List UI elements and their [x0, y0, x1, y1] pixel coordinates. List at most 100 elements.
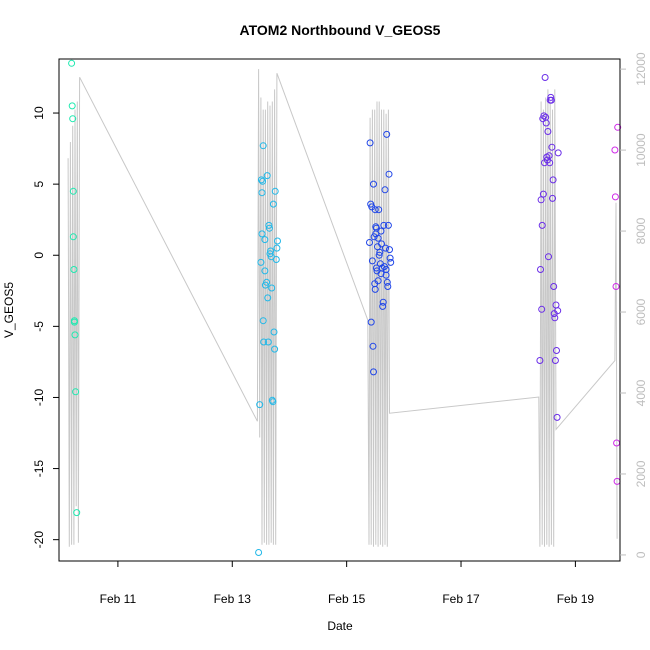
x-tick-label: Feb 11 — [100, 592, 137, 606]
data-point — [70, 318, 78, 326]
data-point — [374, 234, 382, 242]
data-point — [384, 283, 392, 290]
data-point — [263, 278, 271, 286]
data-point — [383, 130, 391, 138]
data-point — [537, 266, 544, 273]
data-point — [269, 398, 277, 406]
data-point — [550, 283, 558, 290]
y2-tick-label: 0 — [634, 551, 648, 558]
data-point — [546, 159, 554, 167]
data-point — [380, 221, 388, 229]
data-point — [553, 347, 560, 354]
data-point — [272, 256, 280, 263]
y-tick-label: -15 — [32, 460, 46, 478]
data-point — [375, 206, 383, 214]
data-point — [544, 128, 552, 135]
data-point — [259, 317, 267, 325]
series-1 — [68, 59, 81, 517]
x-axis: Feb 11 Feb 13 Feb 15 Feb 17 Feb 19 — [100, 561, 595, 606]
data-point — [547, 93, 555, 101]
data-point — [551, 357, 559, 364]
x-axis-label: Date — [327, 619, 353, 633]
data-point — [258, 230, 266, 238]
data-point — [541, 74, 549, 81]
data-point — [258, 189, 266, 197]
data-point — [612, 283, 620, 290]
data-point — [549, 176, 557, 184]
series-3 — [366, 130, 395, 376]
x-tick-label: Feb 19 — [557, 592, 595, 606]
data-point — [383, 278, 391, 286]
data-point — [387, 258, 395, 266]
y2-tick-label: 8000 — [634, 217, 648, 244]
data-point — [270, 328, 278, 336]
data-point — [553, 413, 561, 421]
data-point — [257, 258, 265, 266]
data-point — [385, 170, 393, 178]
data-point — [611, 193, 619, 201]
data-point — [375, 251, 383, 259]
data-point — [549, 194, 556, 202]
data-point — [367, 318, 375, 326]
data-point — [73, 509, 81, 517]
data-point — [386, 246, 393, 254]
data-point — [271, 187, 279, 195]
x-tick-label: Feb 17 — [442, 592, 480, 606]
series-5 — [611, 123, 622, 485]
y-tick-label: 5 — [32, 180, 46, 187]
data-point — [256, 401, 264, 409]
y-tick-label: -5 — [32, 321, 46, 332]
data-point — [264, 294, 272, 302]
y2-tick-label: 6000 — [634, 298, 648, 325]
y-tick-label: -10 — [32, 388, 46, 406]
y-tick-label: 10 — [32, 106, 46, 120]
data-point — [259, 177, 267, 185]
data-point — [379, 298, 387, 306]
series-2 — [255, 142, 281, 556]
data-point — [265, 224, 273, 232]
chart-title: ATOM2 Northbound V_GEOS5 — [240, 22, 441, 38]
data-point — [265, 221, 273, 229]
data-point — [70, 266, 78, 273]
data-point — [255, 549, 263, 556]
data-point — [384, 221, 392, 229]
data-point — [264, 338, 272, 346]
data-point — [376, 248, 384, 256]
data-point — [538, 305, 546, 313]
data-point — [269, 200, 277, 208]
data-point — [377, 227, 385, 235]
y2-tick-label: 12000 — [634, 52, 648, 86]
y-tick-label: 0 — [32, 252, 46, 259]
data-point — [259, 142, 267, 150]
data-point — [374, 277, 382, 285]
data-point — [273, 244, 281, 252]
data-point — [540, 112, 548, 120]
data-point — [72, 388, 80, 396]
points-layer — [68, 59, 622, 556]
data-point — [69, 233, 77, 241]
data-point — [536, 357, 544, 364]
data-point — [371, 285, 379, 293]
data-point — [547, 96, 555, 104]
data-point — [71, 331, 79, 339]
y2-tick-label: 2000 — [634, 460, 648, 487]
y2-tick-label: 10000 — [634, 133, 648, 167]
data-point — [261, 236, 269, 244]
data-point — [366, 239, 373, 246]
y-axis-label: V_GEOS5 — [2, 282, 16, 338]
data-point — [368, 257, 376, 265]
data-point — [537, 196, 545, 204]
data-point — [369, 342, 377, 350]
data-point — [69, 115, 77, 123]
data-point — [274, 237, 281, 245]
y2-axis: 0 2000 4000 6000 8000 10000 12000 — [620, 52, 648, 558]
data-point — [382, 244, 389, 252]
data-point — [382, 271, 390, 279]
x-tick-label: Feb 15 — [328, 592, 366, 606]
y2-tick-label: 4000 — [634, 379, 648, 406]
data-point — [539, 190, 547, 198]
data-point — [261, 267, 269, 275]
y-tick-label: -20 — [32, 531, 46, 549]
data-point — [386, 254, 394, 262]
